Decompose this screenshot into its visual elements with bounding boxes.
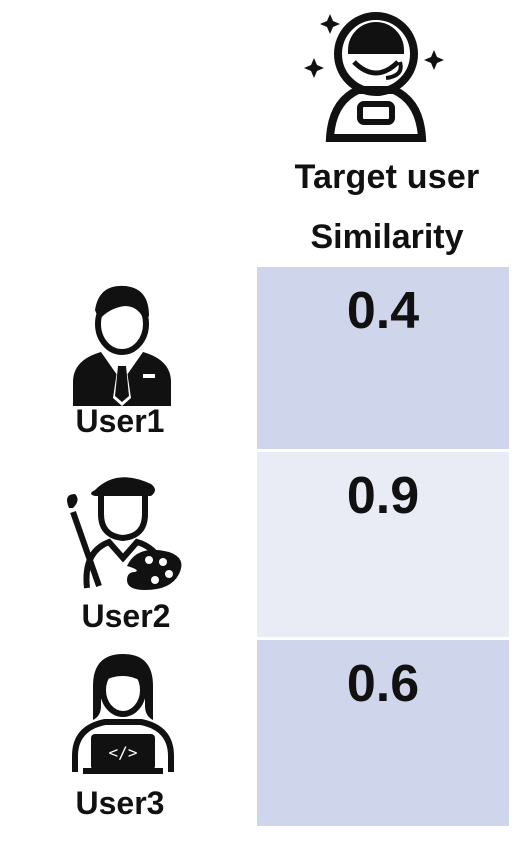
similarity-value: 0.9 [346,467,420,525]
similarity-cell-user1: 0.4 [257,267,509,449]
similarity-value: 0.6 [346,655,420,713]
target-user-label: Target user [294,158,480,196]
user2-label: User2 [81,598,171,634]
similarity-cell-user3: 0.6 [257,640,509,826]
similarity-value: 0.4 [346,282,420,340]
astronaut-icon [304,12,444,142]
businessman-icon [73,285,171,406]
user1-label: User1 [75,403,165,439]
painter-icon [67,477,182,590]
user3-label: User3 [75,785,165,821]
similarity-header: Similarity [310,218,464,256]
programmer-icon: </> [72,654,174,774]
svg-text:</>: </> [109,743,138,762]
similarity-cell-user2: 0.9 [257,452,509,637]
